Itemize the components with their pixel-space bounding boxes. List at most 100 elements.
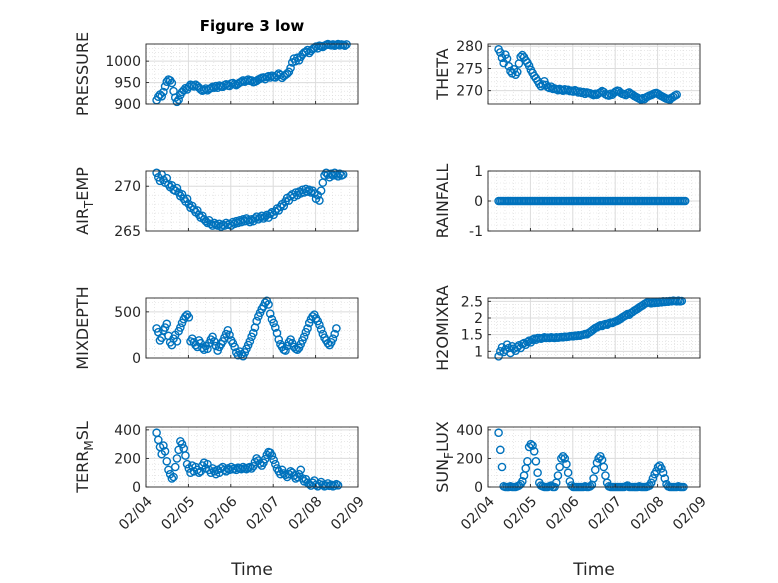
data-point [315,320,324,330]
data-point [174,95,183,105]
data-point [271,323,280,332]
data-point [501,50,510,59]
y-tick-label: 200 [114,451,141,467]
data-point [172,454,182,463]
data-point [162,456,172,466]
data-point [303,324,312,333]
data-point [531,456,541,466]
y-tick-label: 400 [114,423,141,439]
data-point [316,325,326,334]
data-point [672,90,681,99]
data-point [203,459,212,469]
data-point [296,465,306,475]
data-point [648,474,658,483]
x-tick-label: 02/04 [116,494,156,534]
data-point [172,183,182,193]
series-air_temp [152,168,348,231]
y-tick-label: 265 [114,224,141,240]
data-point [245,337,255,346]
series-h2omixra [494,296,687,361]
data-point [524,61,534,71]
data-point [281,346,290,355]
y-tick-label: 2.5 [461,294,483,310]
subplot-air_temp: 265 270 AIRTEMP [73,167,359,240]
subplot-mixdepth: 0 500 MIXDEPTH [73,286,359,370]
data-point [269,455,278,465]
data-point [153,92,163,102]
y-tick-label: 275 [456,61,483,77]
data-point [252,316,261,326]
data-point [182,459,192,469]
data-point [523,456,532,466]
x-tick-label: 02/09 [328,494,368,534]
y-tick-label: 950 [114,76,141,92]
data-point [599,462,609,472]
data-point [621,311,631,320]
subplot-terr_msl: 0 200 400 02/04 02/05 02/06 02/07 02/08 02/09 TER… [73,421,368,533]
y-tick-label: 1000 [105,54,141,70]
data-point [562,459,571,469]
plot-area [488,427,700,487]
series-rainfall [494,196,690,206]
y-tick-label: 0 [132,480,141,496]
data-point [265,309,275,318]
x-tick-label: 02/06 [543,494,583,534]
data-point [657,464,666,473]
x-tick-label: 02/05 [158,494,198,534]
data-point [247,464,256,473]
data-point [208,332,217,342]
data-point [264,300,273,309]
axes-box [487,426,701,488]
data-point [502,54,512,63]
data-point [248,328,258,338]
data-point [152,168,161,178]
x-axis-label-left: Time [230,560,273,580]
y-tick-label: 400 [456,423,483,439]
data-point [330,329,339,339]
y-axis-label: MIXDEPTH [73,286,92,369]
axes-box [145,170,359,232]
y-axis-label: PRESSURE [73,32,92,116]
subplot-sun_flux: 0 200 400 02/04 02/05 02/06 02/07 02/08 02/09 SUN… [433,421,710,533]
y-tick-label: 1 [474,164,483,180]
subplot-rainfall: -1 0 1 RAINFALL [433,164,701,240]
data-point [330,481,339,490]
data-point [523,337,532,347]
data-point [279,201,289,211]
data-point [267,451,277,460]
y-tick-label: 0 [474,194,483,210]
data-point [177,439,187,449]
data-point [533,468,542,478]
data-point [494,428,503,438]
data-point [181,312,190,321]
data-point [340,41,350,51]
y-tick-label: 1 [474,344,483,360]
data-point [162,319,172,329]
plot-area [146,427,358,487]
data-point [230,342,239,352]
data-point [193,206,202,215]
data-point [255,459,265,468]
data-point [167,474,177,483]
x-tick-label: 02/07 [585,494,625,534]
data-point [172,337,182,346]
data-point [658,468,668,478]
data-point [646,478,656,488]
data-point [189,82,199,91]
series-terr_msl [152,428,343,491]
x-tick-label: 02/09 [670,494,710,534]
data-point [160,82,170,91]
data-point [497,462,507,472]
data-point [225,330,234,340]
data-point [636,95,646,104]
data-point [167,78,177,88]
data-point [169,472,178,482]
data-point [323,338,333,348]
data-point [557,454,566,463]
data-point [553,471,563,480]
data-point [680,196,690,206]
data-point [159,87,168,97]
